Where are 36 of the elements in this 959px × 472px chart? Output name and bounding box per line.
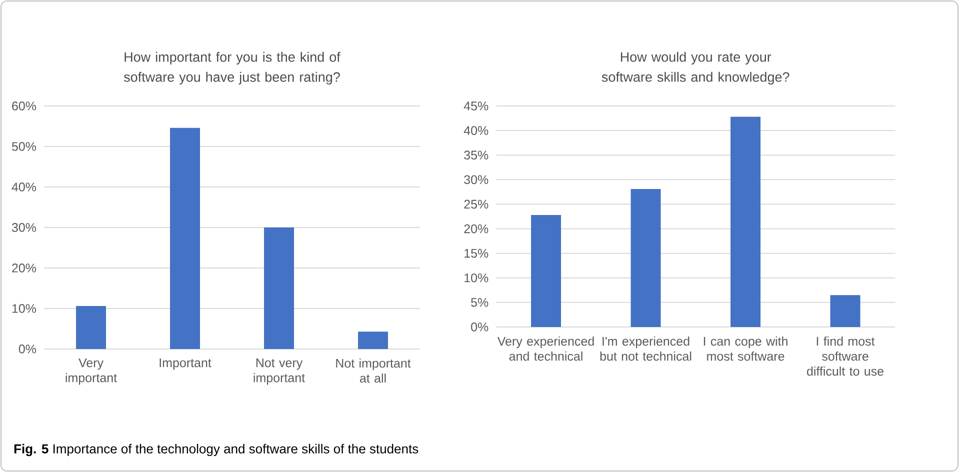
y-tick-label: 30% — [464, 175, 488, 184]
y-tick-label: 30% — [12, 223, 36, 232]
y-tick-label: 10% — [464, 273, 488, 282]
bar — [630, 188, 661, 327]
y-tick-label: 15% — [464, 248, 488, 258]
x-tick-label: Not important at all — [336, 358, 411, 383]
y-tick-label: 40% — [464, 126, 488, 135]
x-tick-label: I'm experienced but not technical — [600, 336, 692, 361]
bar — [730, 116, 761, 327]
bar — [358, 332, 388, 349]
text: Fig. 5 Importance of the technology and software skills of the students — [14, 444, 418, 456]
y-tick-label: 40% — [12, 182, 36, 192]
bar — [830, 295, 860, 327]
y-tick-label: 0% — [18, 344, 36, 354]
y-tick-label: 20% — [464, 224, 488, 234]
y-tick-label: 50% — [12, 142, 36, 151]
y-tick-label: 35% — [464, 150, 488, 160]
y-tick-label: 5% — [471, 298, 488, 307]
x-tick-label: I can cope with most software — [704, 336, 788, 361]
y-tick-label: 10% — [12, 304, 36, 313]
bar — [531, 215, 562, 327]
y-tick-label: 0% — [471, 322, 488, 332]
x-tick-label: Important — [160, 358, 212, 370]
x-tick-label: Very experienced and technical — [497, 336, 594, 361]
bar — [264, 227, 294, 349]
y-tick-label: 60% — [12, 102, 36, 110]
y-tick-label: 45% — [464, 102, 488, 110]
x-tick-label: Not very important — [254, 358, 305, 385]
chart-title: How important for you is the kind of software you have just been rating? — [124, 52, 340, 84]
bar — [170, 128, 200, 349]
y-tick-label: 20% — [12, 264, 36, 272]
y-tick-label: 25% — [464, 200, 488, 209]
x-tick-label: Very important — [66, 358, 117, 385]
bar — [76, 306, 106, 349]
x-tick-label: I find most software difficult to use — [806, 336, 884, 376]
chart-title: How would you rate your software skills and knowledge? — [602, 52, 790, 84]
